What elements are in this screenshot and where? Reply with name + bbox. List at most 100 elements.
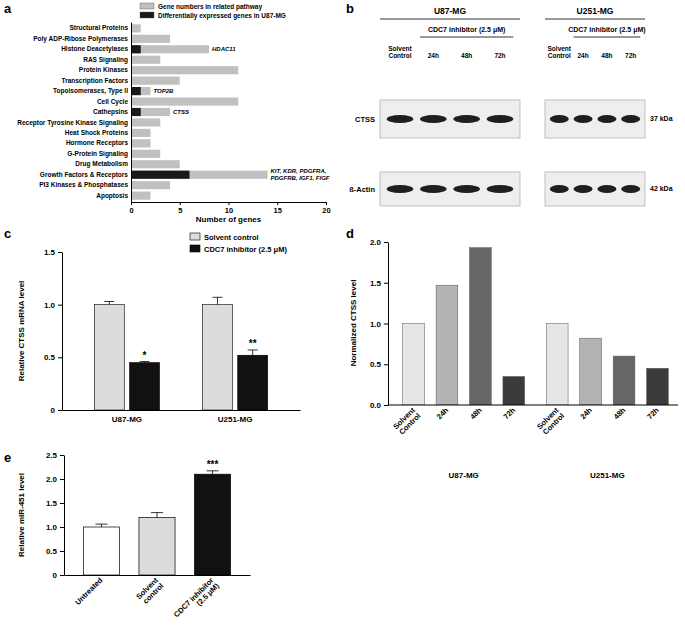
row-label: CTSS <box>355 115 375 124</box>
annotation: PDGFRB, IGF1, FIGF <box>271 175 330 181</box>
bar <box>94 305 124 410</box>
panel-d: 0.00.51.01.52.0SolventControl24h48h72hSo… <box>349 238 678 480</box>
blot-box <box>545 172 645 206</box>
axis: U87-MGU251-MG <box>63 410 301 424</box>
tick-label: SolventControl <box>391 405 422 436</box>
error-stem <box>212 471 213 474</box>
tick: Histone Deacetylases <box>61 45 131 53</box>
legend-swatch <box>140 12 154 18</box>
tick: 2.0 <box>46 475 64 484</box>
tick-label: 1.5 <box>46 499 58 508</box>
band <box>621 185 640 193</box>
tick-label: Growth Factors & Receptors <box>40 171 129 179</box>
tick-label: Transcription Factors <box>62 77 129 85</box>
tick-label: Hormone Receptors <box>66 139 129 147</box>
tick: 24h <box>578 405 594 421</box>
axis-line <box>63 410 301 411</box>
axis-line <box>65 575 251 576</box>
band <box>487 185 514 193</box>
lane-label: 24h <box>428 52 439 59</box>
legend-entry: Solvent control <box>190 233 259 242</box>
axis-title: Relative CTSS mRNA level <box>17 281 26 382</box>
tick: 1.0 <box>46 523 64 532</box>
legend-entry: Gene numbers in related pathway <box>140 3 262 11</box>
tick: Solventcontrol <box>134 575 165 607</box>
panel-a: Structural ProteinsPoly ADP-Ribose Polym… <box>17 3 330 225</box>
group-label: U251-MG <box>590 471 625 480</box>
lane-label: 72h <box>625 52 636 59</box>
bar <box>131 118 160 126</box>
tick-mark <box>326 202 327 205</box>
tick-label: Drug Metabolism <box>75 160 128 168</box>
tick-label: U87-MG <box>112 415 142 424</box>
legend-entry: CDC7 inhibitor (2.5 μM) <box>190 245 287 254</box>
band <box>487 115 514 123</box>
bar <box>83 527 119 575</box>
band <box>621 115 640 123</box>
tick-mark <box>58 305 62 306</box>
axis-line <box>64 456 65 576</box>
annotation: ** <box>249 338 257 349</box>
tick: U87-MG <box>112 410 142 424</box>
group-label: U251-MG <box>577 6 614 16</box>
tick-mark <box>58 252 62 253</box>
bar <box>131 87 141 95</box>
bar <box>131 139 151 147</box>
tick-mark <box>60 527 64 528</box>
lane-label: 24h <box>577 52 588 59</box>
bar <box>131 181 170 189</box>
bar <box>131 24 141 32</box>
bar <box>139 517 175 575</box>
band <box>597 185 616 193</box>
error-cap <box>95 524 107 525</box>
band <box>574 115 593 123</box>
tick: Heat Shock Proteins <box>65 129 131 136</box>
bar <box>238 355 268 410</box>
blot-box <box>545 100 645 138</box>
error-stem <box>217 297 218 304</box>
lane-label: 48h <box>601 52 612 59</box>
tick: 0 <box>53 571 64 580</box>
treatment-rule <box>574 37 641 38</box>
bar <box>503 376 525 405</box>
panel-label: c <box>4 226 11 241</box>
group-label: U87-MG <box>449 471 479 480</box>
tick-label: 48h <box>612 405 628 421</box>
tick: Untreated <box>73 575 104 607</box>
tick: 1.0 <box>44 301 62 310</box>
error-bar <box>151 513 163 518</box>
panel-e: 00.51.01.52.02.5UntreatedSolventcontrolC… <box>17 451 251 625</box>
tick-label: PI3 Kinases & Phosphatases <box>39 181 128 189</box>
error-cap <box>151 512 163 513</box>
panel-label: b <box>346 1 354 16</box>
tick: Protein Kinases <box>79 66 131 73</box>
lane-label: SolventControl <box>548 45 572 59</box>
tick-label: 2.0 <box>370 238 382 247</box>
bar <box>131 35 170 43</box>
tick: 48h <box>612 405 628 421</box>
tick: Receptor Tyrosine Kinase Signaling <box>17 119 131 127</box>
tick-mark <box>384 242 388 243</box>
tick-label: 20 <box>322 206 330 215</box>
axis: Untreated SolventcontrolCDC7 inhibitor(2.… <box>65 575 251 625</box>
bars <box>83 471 230 575</box>
lane-label: SolventControl <box>388 45 412 59</box>
tick: 20 <box>322 202 330 215</box>
tick-label: 0 <box>53 571 58 580</box>
tick-label: 0 <box>129 206 133 215</box>
tick: Growth Factors & Receptors <box>40 171 131 179</box>
bar <box>131 45 209 53</box>
tick: SolventControl <box>535 405 566 437</box>
band <box>453 185 480 193</box>
tick-label: Poly ADP-Ribose Polymerases <box>33 35 128 43</box>
bars <box>131 24 268 199</box>
bar <box>131 56 160 64</box>
tick-label: 0.5 <box>370 360 382 369</box>
band <box>453 115 480 123</box>
tick-mark <box>384 364 388 365</box>
tick: CDC7 inhibitor(2.5 μM) <box>172 575 221 625</box>
tick: Cathepsins <box>93 108 131 116</box>
bar <box>580 338 602 405</box>
bar <box>131 45 141 53</box>
tick: 1.0 <box>370 320 388 329</box>
